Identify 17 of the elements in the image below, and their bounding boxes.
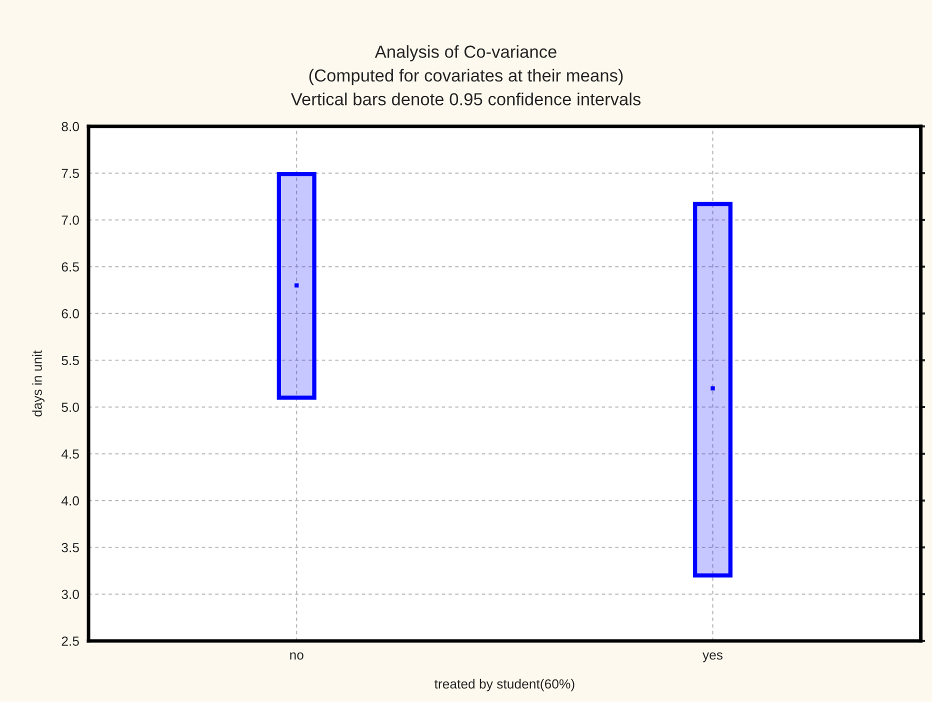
y-tick-label: 5.0 xyxy=(62,402,79,412)
x-tick-label: yes xyxy=(702,652,723,662)
chart-title: Analysis of Co-variance (Computed for covariates at their means) Vertical bars denote 0.95 confidence intervals xyxy=(290,45,641,106)
x-tick-label: no xyxy=(290,652,304,660)
y-tick-label: 3.5 xyxy=(62,542,79,552)
y-tick-label: 4.5 xyxy=(61,450,79,459)
y-tick-label: 5.5 xyxy=(62,356,79,366)
y-tick-label: 3.0 xyxy=(62,590,79,600)
y-axis-title: days in unit xyxy=(32,350,45,416)
y-tick-label: 7.5 xyxy=(62,168,79,178)
y-tick-label: 4.0 xyxy=(61,496,79,506)
y-tick-label: 2.5 xyxy=(62,636,79,646)
y-tick-label: 6.5 xyxy=(62,262,79,272)
x-axis-title: treated by student(60%) xyxy=(434,678,574,692)
y-tick-label: 8.0 xyxy=(62,122,79,132)
y-tick-label: 6.0 xyxy=(62,309,79,318)
y-tick-label: 7.0 xyxy=(62,215,79,225)
